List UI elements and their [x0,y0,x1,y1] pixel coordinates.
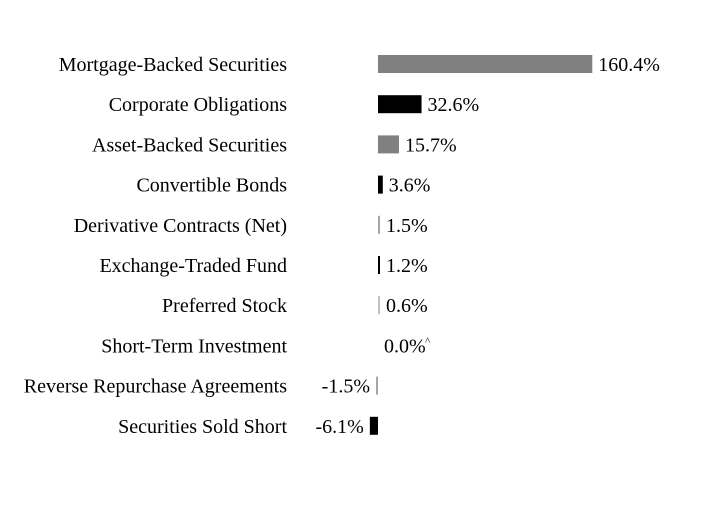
category-label: Exchange-Traded Fund [99,255,287,277]
value-label: 15.7% [405,134,457,156]
value-labels: 160.4% 32.6% 15.7% 3.6% 1.5% 1.2% 0.6% 0.0% ^ -1.… [316,54,660,438]
value-label: 0.0% [384,335,426,357]
value-label: 32.6% [428,94,480,116]
bar [375,376,378,395]
bar [378,175,383,194]
bars [369,55,593,435]
category-label: Corporate Obligations [109,94,288,116]
bar [378,135,399,154]
category-label: Mortgage-Backed Securities [59,54,287,76]
value-label: -6.1% [316,416,364,438]
category-label: Reverse Repurchase Agreements [24,376,287,398]
category-label: Short-Term Investment [101,335,287,357]
category-label: Securities Sold Short [118,416,287,438]
bar [378,256,380,274]
footnote-marker: ^ [425,335,431,347]
bar [378,296,380,315]
category-labels: Mortgage-Backed Securities Corporate Obli… [24,54,288,438]
category-label: Convertible Bonds [136,175,287,197]
bar [378,55,593,73]
bar [369,416,378,435]
value-label: 160.4% [598,54,660,76]
category-label: Asset-Backed Securities [92,134,287,156]
bar [378,95,422,114]
category-label: Derivative Contracts (Net) [74,215,287,237]
value-label: 3.6% [389,175,431,197]
category-label: Preferred Stock [162,295,287,317]
value-label: 1.2% [386,255,428,277]
value-label: 1.5% [386,215,428,237]
bar [378,215,381,234]
value-label: -1.5% [322,376,370,398]
value-label: 0.6% [386,295,428,317]
